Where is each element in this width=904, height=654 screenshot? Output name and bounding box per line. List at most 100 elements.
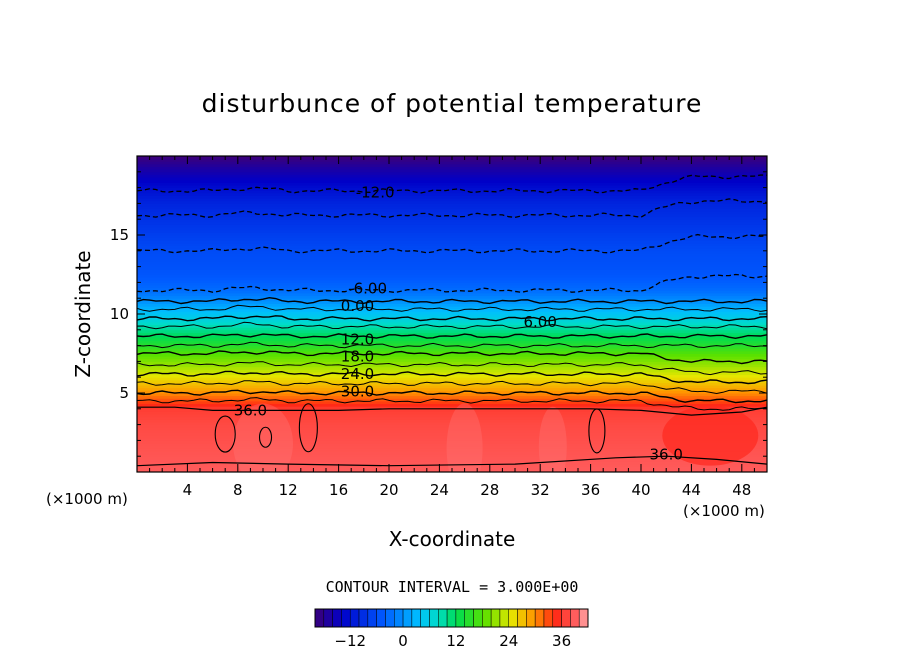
field-band — [137, 339, 767, 344]
field-band — [137, 245, 767, 249]
field-band — [137, 300, 767, 304]
contour-label: 12.0 — [341, 330, 374, 348]
field-band — [137, 310, 767, 315]
contour-line — [137, 198, 767, 219]
colorbar — [314, 608, 589, 628]
colorbar-bin — [332, 608, 342, 628]
colorbar-tick-label: −12 — [334, 632, 366, 650]
field-band — [137, 250, 767, 254]
x-tick-label: 44 — [682, 481, 701, 499]
contour-label: -6.00 — [348, 280, 387, 298]
field-band — [137, 424, 767, 428]
colorbar-bin — [473, 608, 483, 628]
field-band — [137, 179, 767, 183]
field-band — [137, 252, 767, 257]
field-band — [137, 460, 767, 465]
x-tick-label: 16 — [329, 481, 348, 499]
field-band — [137, 271, 767, 275]
field-band — [137, 213, 767, 218]
colorbar-tick-label: 36 — [552, 632, 571, 650]
field-band — [137, 195, 767, 199]
x-unit-left: (×1000 m) — [46, 490, 128, 508]
field-band — [137, 400, 767, 405]
light-streak — [233, 403, 293, 472]
colorbar-bin — [561, 608, 571, 628]
x-tick-label: 32 — [531, 481, 550, 499]
colorbar-bin — [323, 608, 333, 628]
contour-line — [137, 233, 767, 254]
x-tick-label: 36 — [581, 481, 600, 499]
field-band — [137, 437, 767, 441]
contour-line-36 — [137, 406, 767, 416]
colorbar-bin — [358, 608, 369, 628]
field-band — [137, 455, 767, 460]
field-band — [137, 260, 767, 265]
field-band — [137, 187, 767, 191]
field-band — [137, 368, 767, 373]
field-band — [137, 176, 767, 181]
field-band — [137, 266, 767, 270]
field-band — [137, 295, 767, 299]
contour-interval-label: CONTOUR INTERVAL = 3.000E+00 — [326, 578, 579, 596]
field-band — [137, 347, 767, 352]
chart-title: disturbunce of potential temperature — [202, 89, 703, 118]
field-band — [137, 237, 767, 241]
field-band — [137, 268, 767, 273]
x-tick-label: 40 — [631, 481, 650, 499]
field-band — [137, 221, 767, 225]
field-band — [137, 403, 767, 407]
field-band — [137, 360, 767, 365]
contour-line — [137, 380, 767, 395]
field-band — [137, 202, 767, 207]
field-band — [137, 210, 767, 215]
field-band — [137, 247, 767, 252]
colorbar-bin — [517, 608, 527, 628]
warm-core — [662, 405, 759, 466]
colorbar-bin — [349, 608, 360, 628]
colorbar-bin — [411, 608, 421, 628]
x-tick-label: 20 — [379, 481, 398, 499]
field-band — [137, 389, 767, 394]
field-band — [137, 263, 767, 268]
field-band — [137, 181, 767, 186]
field-band — [137, 160, 767, 165]
field-band — [137, 426, 767, 431]
contour-line — [137, 321, 767, 330]
field-band — [137, 445, 767, 449]
field-band — [137, 353, 767, 357]
field-band — [137, 366, 767, 370]
colorbar-bin — [543, 608, 554, 628]
colorbar-bin — [490, 608, 501, 628]
field-band — [137, 197, 767, 202]
field-band — [137, 429, 767, 433]
field-band — [137, 231, 767, 236]
field-band — [137, 358, 767, 362]
colorbar-bin — [420, 608, 430, 628]
colorbar-bin — [429, 608, 439, 628]
field-band — [137, 442, 767, 447]
contour-label: 6.00 — [523, 313, 556, 331]
contour-line-36-low — [137, 455, 767, 467]
field-band — [137, 226, 767, 231]
field-band — [137, 374, 767, 378]
contour-labels: -12.0 -6.000.00 6.00 12.018.024.030.0 36.0 36… — [234, 183, 683, 463]
field-band — [137, 223, 767, 228]
contour-line — [137, 333, 767, 340]
field-band — [137, 184, 767, 189]
colorbar-bin — [482, 608, 492, 628]
field-band — [137, 337, 767, 341]
x-tick-label: 24 — [430, 481, 449, 499]
field-band — [137, 218, 767, 223]
x-tick-label: 8 — [233, 481, 243, 499]
field-band — [137, 439, 767, 444]
field-band — [137, 376, 767, 381]
contour-line — [137, 370, 767, 385]
colorbar-bin — [499, 608, 509, 628]
field-band — [137, 326, 767, 331]
field-band — [137, 305, 767, 310]
field-band — [137, 458, 767, 462]
field-band — [137, 355, 767, 360]
field-band — [137, 410, 767, 415]
colorbar-tick-label: 0 — [398, 632, 408, 650]
x-unit-right: (×1000 m) — [683, 502, 765, 520]
